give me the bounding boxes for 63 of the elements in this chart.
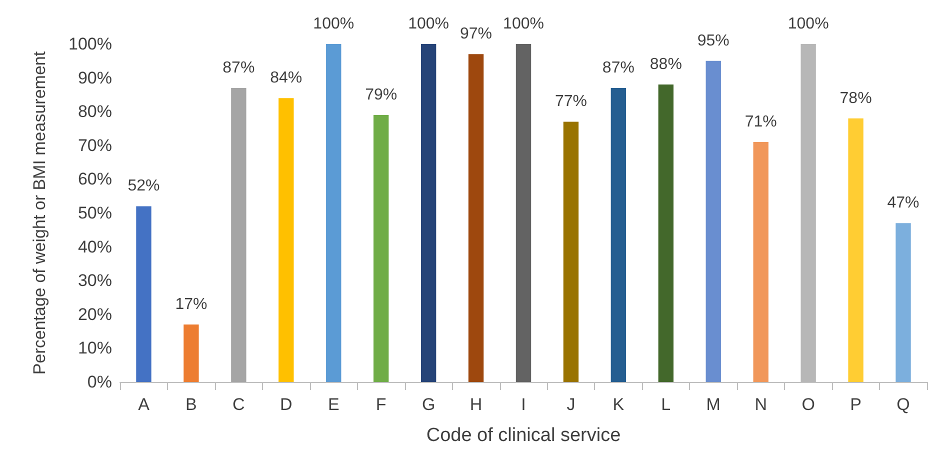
x-axis-title: Code of clinical service [426, 425, 621, 446]
y-tick-label: 20% [78, 304, 112, 324]
bar [610, 88, 626, 382]
bar [848, 118, 864, 382]
bar [326, 44, 342, 382]
data-label: 17% [175, 296, 208, 314]
x-tick-label: N [754, 395, 767, 414]
data-label: 71% [744, 114, 777, 131]
x-tick-label: B [186, 395, 197, 414]
data-label: 95% [697, 32, 730, 50]
x-tick-label: C [232, 395, 245, 414]
y-tick-label: 60% [78, 170, 112, 189]
y-axis-title: Percentage of weight or BMI measurement [30, 51, 49, 375]
data-label: 100% [313, 16, 354, 32]
data-label: 84% [270, 70, 302, 87]
y-tick-label: 30% [78, 271, 112, 290]
data-label: 87% [222, 59, 255, 76]
x-tick-label: J [566, 395, 576, 414]
x-tick-label: H [470, 395, 482, 414]
bar [278, 98, 294, 382]
y-tick-label: 90% [78, 68, 112, 88]
x-tick-label: Q [896, 395, 910, 414]
bar [706, 60, 721, 382]
y-tick-label: 0% [87, 372, 112, 392]
bar [184, 324, 199, 382]
x-tick-label: K [612, 395, 625, 414]
y-tick-label: 70% [78, 136, 112, 155]
data-label: 100% [788, 16, 829, 32]
x-tick-label: D [280, 395, 292, 414]
x-tick-label: F [376, 395, 386, 414]
y-tick-label: 100% [68, 34, 112, 54]
data-label: 47% [887, 194, 920, 212]
data-label: 88% [650, 56, 682, 74]
x-tick-label: M [706, 395, 720, 414]
bar [563, 122, 579, 382]
x-tick-label: P [850, 395, 862, 414]
bar [136, 206, 152, 382]
bar [753, 142, 768, 382]
y-tick-label: 40% [78, 237, 112, 256]
data-label: 52% [128, 178, 160, 195]
data-label: 100% [408, 16, 450, 32]
y-tick-label: 80% [78, 102, 112, 122]
x-tick-label: G [422, 395, 436, 414]
x-tick-label: I [521, 395, 526, 414]
data-label: 78% [840, 90, 872, 107]
y-tick-label: 50% [78, 204, 112, 222]
x-tick-label: L [661, 395, 671, 414]
bar [231, 88, 246, 382]
bar [468, 54, 484, 382]
bar [658, 84, 674, 382]
x-tick-label: A [138, 395, 150, 414]
bar [516, 44, 532, 382]
data-label: 77% [554, 93, 587, 110]
data-label: 79% [365, 86, 398, 104]
data-label: 87% [602, 59, 634, 76]
bar [896, 223, 911, 382]
x-tick-label: E [328, 395, 340, 414]
bar [373, 114, 389, 382]
bar [420, 44, 436, 382]
data-label: 100% [503, 16, 544, 32]
x-tick-label: O [802, 395, 815, 414]
y-tick-label: 10% [78, 338, 112, 358]
data-label: 97% [460, 26, 492, 43]
